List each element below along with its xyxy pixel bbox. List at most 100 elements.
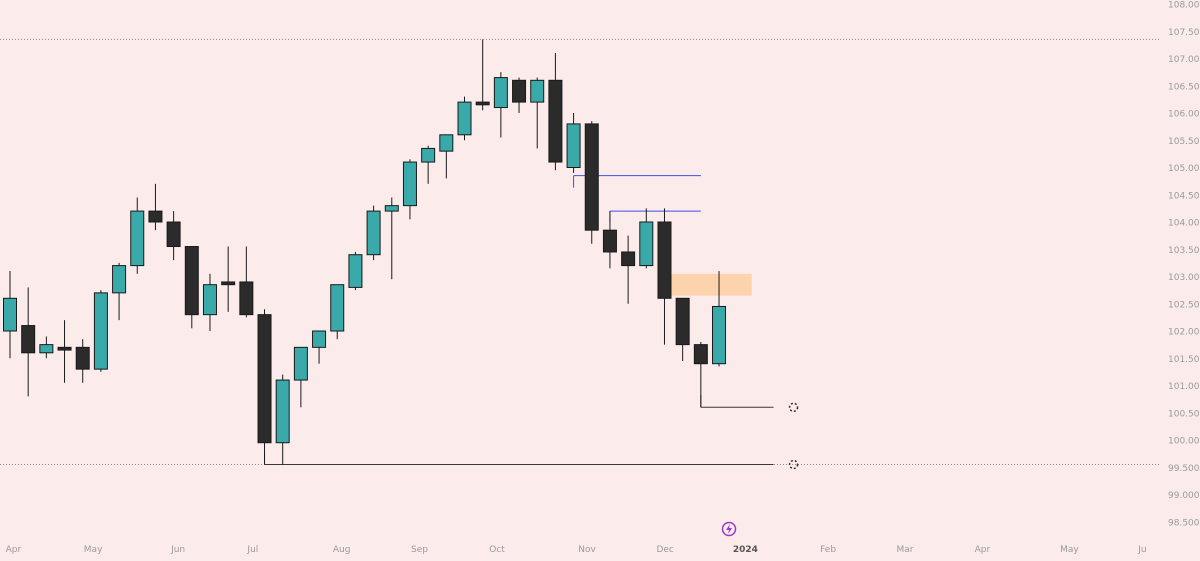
lightning-bolt	[726, 524, 733, 534]
candle	[512, 77, 527, 113]
candle	[239, 246, 254, 318]
candle	[221, 246, 236, 312]
candle-body-down	[221, 281, 236, 286]
candle-body-down	[75, 346, 90, 370]
candle-body-up	[312, 330, 327, 348]
y-tick-label: 105.500	[1168, 137, 1200, 147]
y-tick-label: 102.000	[1168, 328, 1200, 338]
candle	[530, 77, 545, 149]
x-tick-label: Dec	[656, 545, 673, 555]
x-tick-label: Mar	[896, 545, 913, 555]
candle-body-up	[457, 101, 472, 136]
candle-body-up	[112, 265, 127, 294]
candle	[57, 320, 72, 383]
supply-zone	[664, 273, 752, 296]
y-tick-label: 108.000	[1168, 1, 1200, 11]
candle	[202, 273, 217, 331]
low-line-july-target-icon	[788, 459, 799, 470]
candle	[457, 96, 472, 141]
y-tick-label: 99.500	[1168, 464, 1200, 474]
candle	[75, 339, 90, 383]
x-tick-label: Oct	[489, 545, 505, 555]
candle	[166, 211, 181, 261]
candle-body-up	[348, 254, 363, 288]
candle	[312, 330, 327, 364]
candle-body-down	[693, 344, 708, 365]
candle-body-down	[21, 325, 36, 354]
y-tick-label: 103.000	[1168, 273, 1200, 283]
x-tick-label: May	[84, 545, 103, 555]
candle-body-up	[130, 210, 145, 267]
candle	[475, 39, 490, 111]
candle-body-up	[639, 221, 654, 267]
x-tick-label: 2024	[733, 545, 758, 555]
x-tick-label: Sep	[411, 545, 428, 555]
candle	[639, 208, 654, 269]
candle	[275, 374, 290, 465]
y-tick-label: 107.500	[1168, 28, 1200, 38]
candle	[602, 211, 617, 269]
candle-body-down	[584, 123, 599, 231]
candle	[675, 297, 690, 361]
candle	[548, 53, 563, 171]
candle	[621, 235, 636, 304]
lightning-icon-ring	[721, 521, 737, 537]
y-tick-label: 106.500	[1168, 82, 1200, 92]
candle	[184, 246, 199, 329]
y-tick-label: 100.000	[1168, 437, 1200, 447]
candle	[39, 336, 54, 359]
y-tick-label: 106.000	[1168, 110, 1200, 120]
zone-layer	[664, 273, 752, 296]
x-tick-label: Apr	[975, 545, 991, 555]
candle-body-up	[530, 79, 545, 103]
x-tick-label: Jul	[246, 545, 258, 555]
icon-layer[interactable]	[721, 521, 737, 537]
candle-body-up	[39, 344, 54, 354]
candle	[657, 208, 672, 345]
y-tick-label: 100.500	[1168, 409, 1200, 419]
candle	[693, 341, 708, 408]
candle-body-down	[675, 297, 690, 346]
candle-body-down	[57, 346, 72, 351]
candle-body-down	[166, 221, 181, 248]
y-tick-label: 101.000	[1168, 382, 1200, 392]
candle	[21, 287, 36, 397]
x-axis: Apr May Jun Jul Aug Sep Oct Nov Dec 2024 Feb Mar Apr…	[6, 545, 1147, 555]
y-tick-label: 107.000	[1168, 55, 1200, 65]
y-tick-label: 101.500	[1168, 355, 1200, 365]
candle-body-down	[602, 229, 617, 253]
candle	[584, 121, 599, 244]
candle	[421, 145, 436, 184]
y-axis: 98.500 99.000 99.500 100.000 100.500 101.000 1…	[1168, 1, 1200, 529]
candle-body-up	[330, 284, 345, 332]
candle	[3, 271, 17, 359]
candle	[384, 197, 399, 280]
y-tick-label: 103.500	[1168, 246, 1200, 256]
candle	[439, 134, 454, 179]
lightning-icon[interactable]	[721, 521, 737, 537]
x-tick-label: Jun	[170, 545, 185, 555]
x-tick-label: Aug	[333, 545, 351, 555]
candle	[493, 72, 508, 138]
x-tick-label: Nov	[578, 545, 596, 555]
candle	[566, 113, 581, 173]
candle	[148, 183, 163, 231]
candles-layer	[3, 39, 727, 465]
candle-body-down	[184, 246, 199, 316]
x-tick-label: Feb	[820, 545, 836, 555]
candle	[112, 262, 127, 321]
y-tick-label: 105.000	[1168, 164, 1200, 174]
candle	[348, 251, 363, 291]
candle	[402, 159, 417, 220]
candle	[366, 205, 381, 261]
candle	[712, 271, 727, 367]
candle-body-down	[548, 79, 563, 163]
candle	[293, 346, 308, 408]
candle-body-down	[657, 221, 672, 299]
x-tick-label: Ju	[1137, 545, 1146, 555]
candle-body-down	[621, 251, 636, 267]
y-tick-label: 99.000	[1168, 491, 1200, 501]
candle-body-up	[293, 346, 308, 381]
